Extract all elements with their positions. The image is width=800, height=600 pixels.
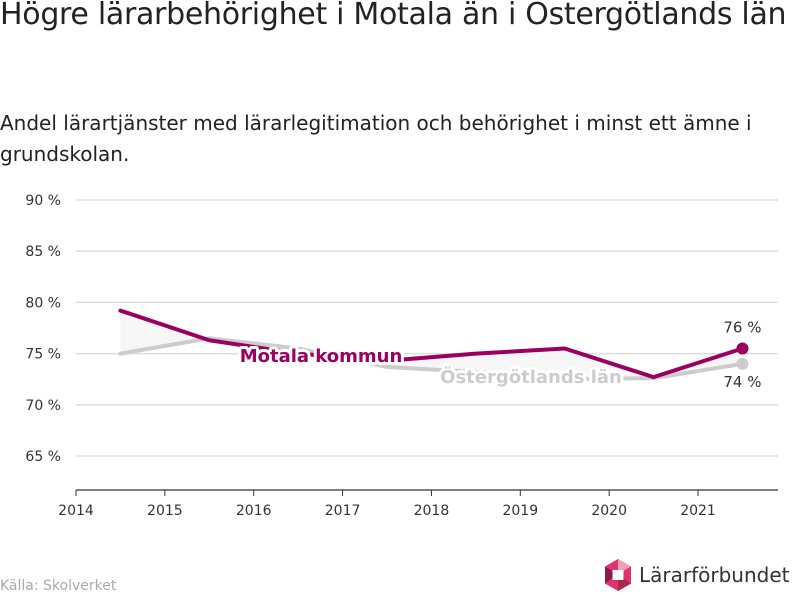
x-tick-label: 2016 [236,503,272,519]
data-label-motala: 76 % [723,318,761,336]
series-end-point-lan [736,357,749,370]
x-tick-label: 2015 [147,503,183,519]
series-line-motala-kommun [118,308,745,380]
series-label-motala-kommun-halo: Motala kommun [240,346,403,367]
series-gap-area [120,310,743,380]
x-tick-label: 2014 [58,503,94,519]
series-label-ostergotlands-lan: Östergötlands län [440,366,622,388]
brand-hexagon-icon [605,559,631,591]
x-tick-label: 2018 [414,503,450,519]
x-tick-label: 2019 [502,503,538,519]
y-tick-label: 65 % [25,449,61,465]
y-tick-label: 75 % [25,347,61,363]
x-tick-label: 2021 [680,503,716,519]
y-tick-label: 80 % [25,295,61,311]
y-tick-label: 70 % [25,398,61,414]
x-tick-label: 2017 [325,503,361,519]
data-label-lan: 74 % [723,373,761,391]
series-end-point-motala [736,342,749,355]
series-label-motala-kommun: Motala kommun [240,346,403,367]
series-line-ostergotlands-lan [118,336,745,382]
y-tick-label: 85 % [25,244,61,260]
series-label-ostergotlands-lan-halo: Östergötlands län [440,366,622,388]
x-tick-label: 2020 [591,503,627,519]
chart-title: Högre lärarbehörighet i Motala än i Öste… [0,0,787,32]
brand-logo: Lärarförbundet [603,558,790,592]
chart-subtitle: Andel lärartjänster med lärarlegitimatio… [0,111,752,166]
brand-name: Lärarförbundet [639,563,790,587]
y-tick-label: 90 % [25,193,61,209]
source-note: Källa: Skolverket [0,578,117,594]
